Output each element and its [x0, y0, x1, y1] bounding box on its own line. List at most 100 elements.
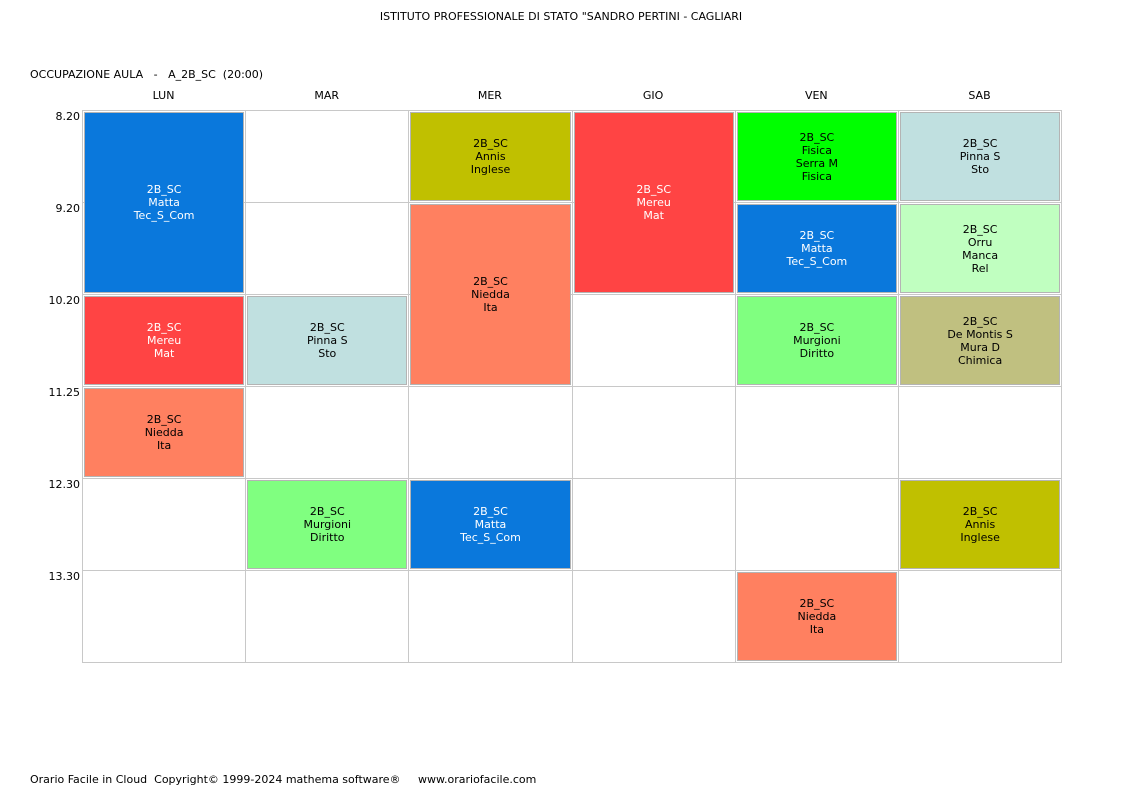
lesson-line: Niedda	[471, 288, 510, 301]
lesson-block[interactable]: 2B_SC Annis Inglese	[410, 112, 571, 201]
lesson-line: Pinna S	[306, 334, 348, 347]
lesson-line: Matta	[801, 242, 833, 255]
lesson-line: 2B_SC	[636, 183, 672, 196]
lesson-line: Matta	[474, 518, 507, 531]
time-label: 8.20	[55, 110, 81, 123]
lesson-line: De Montis S	[947, 327, 1013, 341]
day-header-mar: MAR	[314, 89, 340, 102]
lesson-block[interactable]: 2B_SC Niedda Ita	[410, 204, 571, 385]
lesson-line: Annis	[475, 150, 506, 163]
lesson-block[interactable]: 2B_SC Mereu Mat	[84, 296, 245, 385]
grid-cell	[898, 570, 1063, 663]
footer-copyright: Orario Facile in Cloud Copyright© 1999-2…	[30, 773, 537, 786]
lesson-line: Diritto	[799, 347, 835, 360]
lesson-line: 2B_SC	[799, 321, 835, 334]
lesson-block[interactable]: 2B_SC Murgioni Diritto	[736, 296, 897, 385]
day-header-gio: GIO	[642, 89, 664, 102]
lesson-line: 2B_SC	[146, 183, 182, 196]
lesson-line: Murgioni	[303, 518, 352, 531]
lesson-block[interactable]: 2B_SC Matta Tec_S_Com	[736, 204, 897, 293]
lesson-line: Serra M	[795, 156, 839, 170]
lesson-line: Matta	[148, 196, 180, 209]
day-header-mer: MER	[477, 89, 502, 102]
lesson-line: Sto	[318, 347, 337, 360]
lesson-line: Fisica	[801, 143, 832, 157]
lesson-line: 2B_SC	[962, 314, 998, 328]
lesson-block[interactable]: 2B_SC Orru Manca Rel	[900, 204, 1061, 293]
lesson-block[interactable]: 2B_SC Annis Inglese	[900, 480, 1061, 569]
lesson-line: Niedda	[797, 610, 837, 623]
lesson-line: Mereu	[146, 334, 182, 347]
grid-cell	[245, 386, 410, 479]
grid-cell	[408, 570, 573, 663]
time-label: 9.20	[55, 202, 81, 215]
lesson-block[interactable]: 2B_SC Niedda Ita	[736, 572, 897, 661]
lesson-block[interactable]: 2B_SC Niedda Ita	[84, 388, 245, 477]
grid-cell	[898, 386, 1063, 479]
lesson-line: 2B_SC	[473, 505, 508, 518]
grid-cell	[571, 570, 736, 663]
lesson-block[interactable]: 2B_SC Matta Tec_S_Com	[410, 480, 571, 569]
grid-cell	[82, 478, 247, 571]
time-label: 10.20	[48, 294, 81, 307]
lesson-line: Mat	[643, 209, 664, 222]
lesson-block[interactable]: 2B_SC Fisica Serra M Fisica	[736, 112, 897, 201]
grid-cell	[571, 294, 736, 387]
lesson-line: Tec_S_Com	[460, 531, 521, 544]
lesson-block[interactable]: 2B_SC Mereu Mat	[573, 112, 734, 293]
lesson-line: Mura D	[960, 340, 1000, 354]
grid-cell	[571, 386, 736, 479]
lesson-block[interactable]: 2B_SC Pinna S Sto	[900, 112, 1061, 201]
lesson-line: 2B_SC	[309, 321, 345, 334]
grid-cell	[734, 478, 899, 571]
time-label: 12.30	[48, 478, 81, 491]
lesson-block[interactable]: 2B_SC Matta Tec_S_Com	[84, 112, 245, 293]
lesson-line: Ita	[156, 439, 172, 452]
lesson-line: Annis	[964, 518, 996, 531]
lesson-line: 2B_SC	[799, 229, 835, 242]
grid-cell	[408, 386, 573, 479]
lesson-line: 2B_SC	[799, 597, 835, 610]
grid-cell	[245, 202, 410, 295]
lesson-line: Inglese	[960, 531, 1000, 544]
lesson-block[interactable]: 2B_SC Murgioni Diritto	[247, 480, 408, 569]
lesson-line: Sto	[971, 163, 990, 176]
day-header-ven: VEN	[804, 89, 828, 102]
lesson-line: 2B_SC	[799, 130, 835, 144]
lesson-line: Rel	[971, 261, 989, 275]
lesson-block[interactable]: 2B_SC De Montis S Mura D Chimica	[900, 296, 1061, 385]
lesson-line: 2B_SC	[146, 413, 182, 426]
lesson-line: Fisica	[801, 169, 832, 183]
lesson-line: 2B_SC	[473, 137, 508, 150]
grid-cell	[734, 386, 899, 479]
lesson-line: Tec_S_Com	[786, 255, 848, 268]
lesson-line: Manca	[962, 248, 999, 262]
day-header-lun: LUN	[152, 89, 175, 102]
grid-cell	[245, 110, 410, 203]
lesson-line: 2B_SC	[962, 137, 998, 150]
lesson-line: Diritto	[310, 531, 345, 544]
lesson-line: Ita	[483, 301, 498, 314]
lesson-line: Mereu	[636, 196, 671, 209]
lesson-line: Tec_S_Com	[133, 209, 195, 222]
lesson-line: 2B_SC	[962, 505, 998, 518]
lesson-line: Pinna S	[959, 150, 1001, 163]
timetable-grid: 2B_SC Matta Tec_S_Com 2B_SC Mereu Mat 2B_SC Nie…	[82, 110, 1063, 663]
lesson-line: Murgioni	[793, 334, 841, 347]
day-header-sab: SAB	[968, 89, 991, 102]
grid-cell	[245, 570, 410, 663]
room-occupancy-subtitle: OCCUPAZIONE AULA - A_2B_SC (20:00)	[30, 68, 264, 81]
lesson-block[interactable]: 2B_SC Pinna S Sto	[247, 296, 408, 385]
time-label: 13.30	[48, 570, 81, 583]
lesson-line: 2B_SC	[146, 321, 182, 334]
lesson-line: Inglese	[470, 163, 511, 176]
lesson-line: Niedda	[144, 426, 184, 439]
lesson-line: 2B_SC	[309, 505, 345, 518]
time-label: 11.25	[48, 386, 81, 399]
lesson-line: Orru	[967, 235, 993, 249]
page-title: ISTITUTO PROFESSIONALE DI STATO "SANDRO …	[379, 10, 743, 23]
lesson-line: Mat	[153, 347, 175, 360]
grid-cell	[571, 478, 736, 571]
lesson-line: Chimica	[957, 353, 1003, 367]
grid-cell	[82, 570, 247, 663]
